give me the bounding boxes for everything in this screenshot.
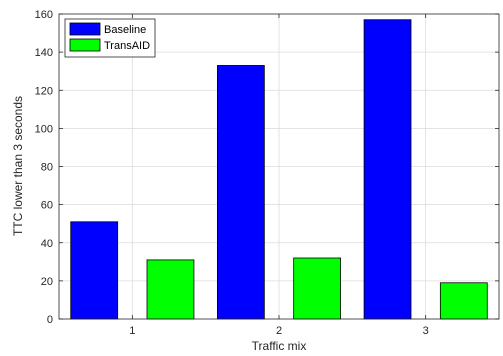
y-tick-label: 100	[35, 123, 53, 135]
y-tick-label: 0	[47, 314, 53, 326]
y-tick-label: 160	[35, 9, 53, 21]
bar-baseline-1	[70, 221, 119, 320]
y-tick-label: 20	[41, 276, 53, 288]
bar-transaid-1	[146, 259, 195, 320]
legend-swatch-transaid	[69, 38, 101, 52]
x-tick-label: 3	[423, 325, 429, 337]
legend: Baseline TransAID	[64, 18, 156, 58]
x-axis-label: Traffic mix	[252, 339, 307, 353]
grid-lines	[59, 14, 499, 319]
y-tick-label: 40	[41, 238, 53, 250]
y-axis: 0 20 40 60 80 100 120 140 160	[35, 9, 499, 326]
legend-label-transaid: TransAID	[104, 40, 150, 52]
y-tick-label: 120	[35, 85, 53, 97]
y-tick-label: 60	[41, 200, 53, 212]
bar-transaid-3	[439, 282, 488, 320]
bar-transaid-2	[293, 257, 341, 320]
y-tick-label: 140	[35, 47, 53, 59]
bars	[70, 19, 488, 320]
bar-baseline-3	[363, 19, 412, 320]
x-tick-label: 1	[129, 325, 135, 337]
legend-swatch-baseline	[69, 22, 101, 36]
y-tick-label: 80	[41, 162, 53, 174]
bar-baseline-2	[216, 65, 265, 320]
x-axis: 1 2 3	[129, 14, 429, 337]
legend-label-baseline: Baseline	[104, 24, 146, 36]
y-axis-label: TTC lower than 3 seconds	[11, 96, 25, 236]
x-tick-label: 2	[276, 325, 282, 337]
